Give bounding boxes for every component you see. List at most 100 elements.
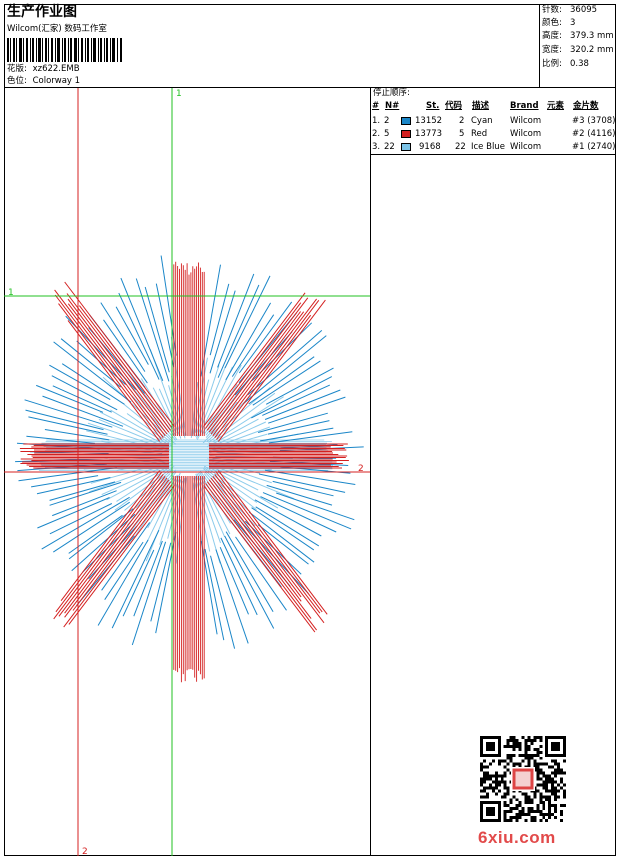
design-file-row: 花版: xz622.EMB	[7, 64, 80, 74]
qr-module	[503, 786, 507, 790]
qr-module	[524, 819, 528, 822]
red-diagonal-stitch	[64, 477, 168, 614]
qr-module	[512, 789, 516, 793]
qr-module	[506, 786, 510, 790]
cyan-stitch-ray	[120, 277, 164, 381]
ice-blue-stitch-ray	[101, 464, 169, 496]
qr-module	[536, 762, 540, 766]
red-diagonal-stitch	[205, 483, 317, 631]
green-axis-top-label: 1	[176, 89, 182, 99]
qr-module	[497, 783, 501, 787]
cyan-stitch-ray	[155, 531, 177, 634]
cyan-stitch-ray	[231, 314, 275, 377]
qr-module	[503, 819, 507, 822]
cyan-stitch-ray	[26, 435, 95, 444]
cyan-stitch-ray	[258, 473, 346, 493]
red-diagonal-stitch	[79, 305, 173, 429]
ice-blue-stitch-ray	[145, 476, 181, 562]
ice-blue-stitch-ray	[206, 418, 259, 448]
cyan-stitch-ray	[252, 360, 321, 406]
col-header-description: 描述	[472, 101, 490, 111]
cyan-stitch-ray	[133, 540, 163, 617]
ice-blue-stitch-ray	[208, 463, 295, 500]
qr-module	[551, 792, 555, 796]
ice-blue-stitch-ray	[197, 472, 231, 535]
qr-module	[533, 762, 537, 766]
qr-module	[480, 762, 483, 766]
qr-module	[509, 807, 513, 811]
cyan-stitch-ray	[251, 376, 333, 419]
qr-module	[536, 768, 540, 772]
cyan-stitch-ray	[44, 429, 110, 441]
col-header-stitches: St.	[426, 101, 440, 111]
table-row: 3. 22 9168 22 Ice Blue Wilcom #1 (2740)	[372, 142, 616, 152]
cyan-stitch-ray	[51, 375, 118, 411]
qr-module	[551, 780, 555, 784]
qr-module	[533, 753, 537, 757]
cyan-stitch-ray	[144, 286, 170, 373]
qr-module	[551, 813, 555, 817]
cyan-stitch-ray	[49, 481, 116, 501]
qr-module	[554, 807, 558, 811]
qr-module	[542, 786, 546, 790]
red-diagonal-stitch	[210, 477, 302, 598]
qr-module	[515, 741, 519, 745]
qr-module	[521, 753, 525, 757]
cyan-stitch-ray	[257, 412, 328, 433]
qr-module	[533, 810, 537, 814]
ice-blue-stitch-ray	[116, 468, 168, 502]
qr-module	[542, 795, 546, 799]
ice-blue-stitch-ray	[194, 476, 221, 564]
qr-module	[548, 789, 552, 793]
qr-module	[491, 774, 495, 778]
qr-module	[560, 813, 564, 817]
qr-finder-inner	[485, 741, 495, 751]
qr-module	[533, 819, 537, 822]
design-label: 花版:	[7, 64, 27, 74]
qr-module	[536, 807, 540, 811]
qr-module	[554, 789, 558, 793]
qr-module	[539, 756, 543, 760]
cyan-stitch-ray	[111, 529, 160, 629]
qr-module	[542, 804, 546, 808]
qr-module	[506, 762, 510, 766]
qr-module	[497, 759, 501, 763]
qr-module	[506, 756, 510, 760]
cyan-stitch-ray	[101, 522, 151, 591]
qr-module	[545, 774, 549, 778]
ice-blue-stitch-ray	[196, 473, 226, 537]
qr-module	[503, 804, 507, 808]
qr-module	[512, 738, 516, 742]
qr-module	[509, 771, 513, 775]
qr-module	[563, 792, 566, 796]
qr-module	[551, 783, 555, 787]
qr-module	[560, 810, 564, 814]
qr-module	[506, 804, 510, 808]
cyan-stitch-ray	[217, 273, 255, 368]
cyan-stitch-ray	[242, 335, 327, 405]
qr-module	[545, 795, 549, 799]
qr-module	[545, 789, 549, 793]
qr-module	[500, 777, 504, 781]
ice-blue-stitch-ray	[172, 478, 186, 540]
cyan-stitch-ray	[262, 492, 352, 530]
qr-module	[560, 786, 564, 790]
qr-module	[518, 747, 522, 751]
qr-code-image	[480, 736, 566, 822]
qr-module	[548, 765, 552, 769]
qr-module	[524, 750, 528, 754]
qr-module	[506, 738, 510, 742]
qr-module	[527, 756, 531, 760]
cyan-stitch-ray	[100, 302, 146, 372]
qr-module	[509, 744, 513, 748]
qr-module	[554, 759, 558, 763]
qr-module	[542, 771, 546, 775]
red-diagonal-stitch	[58, 303, 162, 440]
ice-blue-stitch-ray	[114, 465, 175, 511]
ice-blue-stitch-ray	[146, 472, 181, 543]
qr-module	[503, 801, 507, 805]
cyan-stitch-ray	[104, 541, 144, 600]
qr-module	[506, 768, 510, 772]
qr-module	[545, 777, 549, 781]
qr-module	[521, 813, 525, 817]
